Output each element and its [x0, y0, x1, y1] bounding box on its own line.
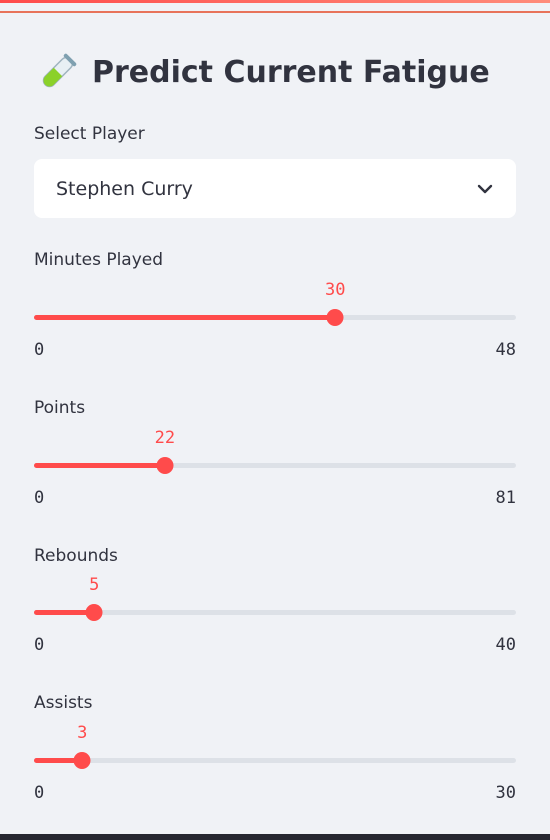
bottom-bar: [0, 834, 550, 840]
select-player-label: Select Player: [34, 124, 145, 144]
slider-current-value: 3: [77, 723, 88, 743]
slider-min-label: 0: [34, 783, 45, 803]
slider-fill: [34, 463, 165, 468]
slider-max-label: 30: [495, 783, 516, 803]
slider-thumb[interactable]: [85, 604, 103, 621]
slider-track[interactable]: [34, 610, 516, 615]
slider-current-value: 22: [154, 428, 176, 448]
player-select-value: Stephen Curry: [56, 177, 193, 200]
slider-min-label: 0: [34, 340, 45, 360]
slider-min-label: 0: [34, 635, 45, 655]
minutes-played-slider[interactable]: 30 0 48: [34, 280, 516, 360]
page-title: Predict Current Fatigue: [38, 50, 490, 94]
top-divider: [0, 11, 550, 13]
slider-min-label: 0: [34, 488, 45, 508]
slider-thumb[interactable]: [156, 457, 174, 474]
points-slider[interactable]: 22 0 81: [34, 428, 516, 508]
minutes-played-label: Minutes Played: [34, 250, 164, 270]
slider-fill: [34, 610, 95, 615]
slider-max-label: 81: [495, 488, 516, 508]
assists-slider[interactable]: 3 0 30: [34, 723, 516, 803]
rebounds-slider[interactable]: 5 0 40: [34, 575, 516, 655]
top-accent-bar: [0, 0, 550, 3]
assists-label: Assists: [34, 693, 93, 713]
slider-current-value: 30: [325, 280, 346, 300]
slider-fill: [34, 758, 83, 763]
slider-current-value: 5: [89, 575, 100, 595]
page-title-text: Predict Current Fatigue: [92, 54, 490, 90]
rebounds-label: Rebounds: [34, 546, 118, 566]
chevron-down-icon[interactable]: [476, 180, 494, 198]
test-tube-icon: [42, 53, 77, 88]
slider-max-label: 48: [495, 340, 516, 360]
slider-thumb[interactable]: [326, 309, 344, 326]
player-select[interactable]: Stephen Curry: [34, 159, 516, 218]
slider-max-label: 40: [495, 635, 516, 655]
slider-track[interactable]: [34, 758, 516, 763]
slider-fill: [34, 315, 336, 320]
slider-thumb[interactable]: [73, 752, 91, 769]
slider-track[interactable]: [34, 463, 516, 468]
points-label: Points: [34, 398, 86, 418]
